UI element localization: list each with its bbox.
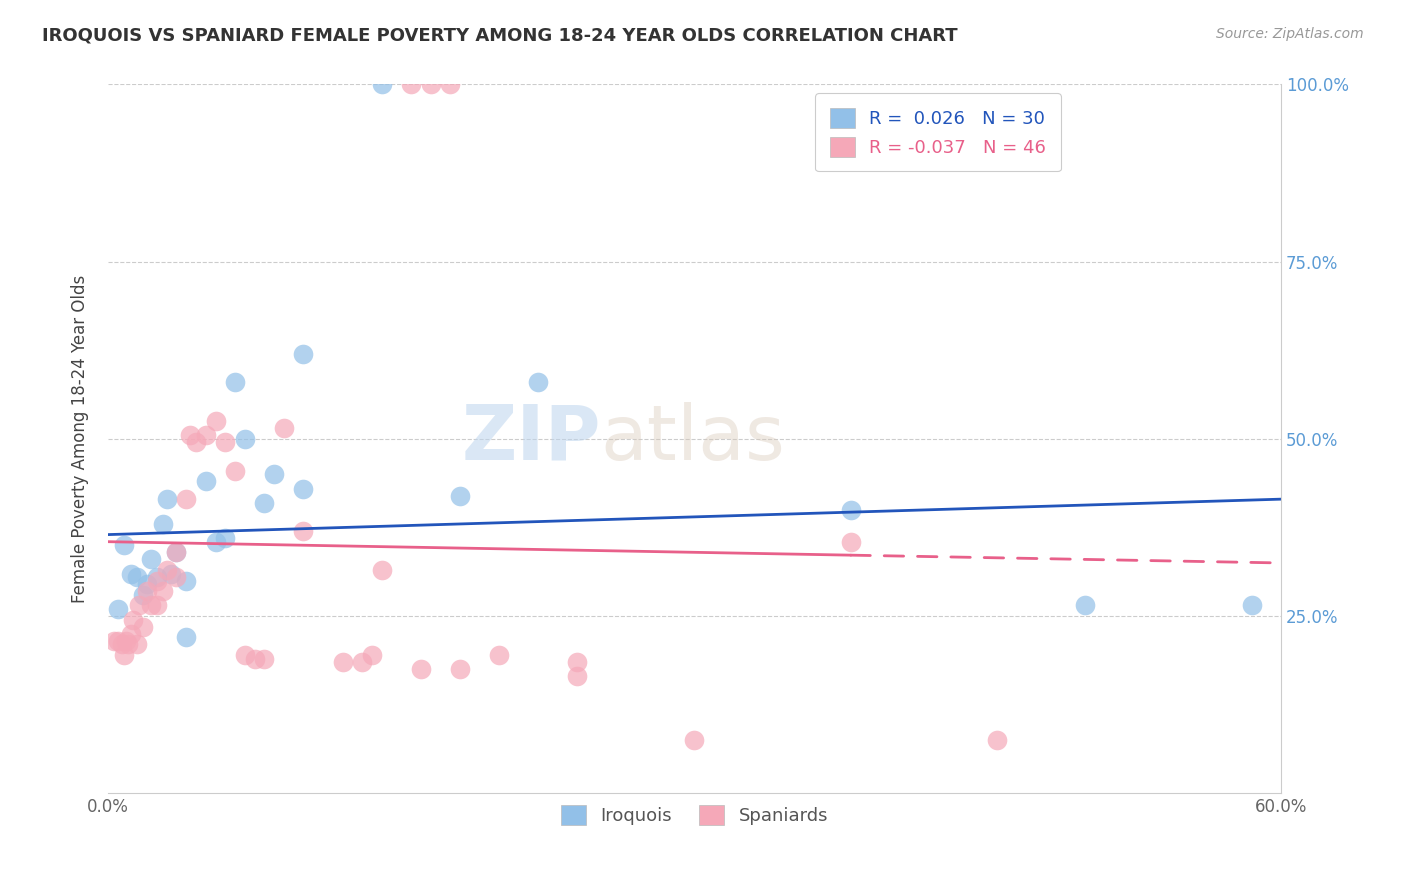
Point — [152, 516, 174, 531]
Point — [439, 78, 461, 92]
Point — [184, 435, 207, 450]
Point — [449, 662, 471, 676]
Point — [243, 651, 266, 665]
Point — [174, 574, 197, 588]
Point — [128, 599, 150, 613]
Point — [107, 602, 129, 616]
Point — [352, 655, 374, 669]
Point — [156, 563, 179, 577]
Point — [122, 613, 145, 627]
Point — [127, 570, 149, 584]
Point — [233, 432, 256, 446]
Point — [194, 475, 217, 489]
Point — [136, 584, 159, 599]
Point — [146, 570, 169, 584]
Point — [332, 655, 354, 669]
Text: ZIP: ZIP — [461, 402, 600, 476]
Point — [165, 570, 187, 584]
Point — [1074, 599, 1097, 613]
Point — [253, 651, 276, 665]
Point — [159, 566, 181, 581]
Point — [233, 648, 256, 662]
Point — [488, 648, 510, 662]
Point — [986, 733, 1008, 747]
Point — [165, 545, 187, 559]
Point — [146, 574, 169, 588]
Point — [111, 638, 134, 652]
Point — [112, 648, 135, 662]
Point — [107, 634, 129, 648]
Point — [204, 414, 226, 428]
Point — [527, 375, 550, 389]
Point — [120, 566, 142, 581]
Point — [114, 634, 136, 648]
Point — [132, 620, 155, 634]
Point — [224, 464, 246, 478]
Point — [165, 545, 187, 559]
Point — [419, 78, 441, 92]
Point — [683, 733, 706, 747]
Point — [253, 496, 276, 510]
Point — [174, 631, 197, 645]
Point — [273, 421, 295, 435]
Point — [361, 648, 384, 662]
Point — [127, 638, 149, 652]
Point — [214, 531, 236, 545]
Point — [132, 588, 155, 602]
Point — [839, 534, 862, 549]
Point — [449, 489, 471, 503]
Point — [292, 347, 315, 361]
Point — [214, 435, 236, 450]
Point — [152, 584, 174, 599]
Point — [263, 467, 285, 482]
Point — [179, 428, 201, 442]
Point — [194, 428, 217, 442]
Point — [139, 552, 162, 566]
Point — [567, 655, 589, 669]
Point — [112, 538, 135, 552]
Point — [117, 638, 139, 652]
Point — [370, 563, 392, 577]
Point — [1240, 599, 1263, 613]
Point — [146, 599, 169, 613]
Point — [409, 662, 432, 676]
Text: atlas: atlas — [600, 402, 786, 476]
Point — [204, 534, 226, 549]
Point — [292, 482, 315, 496]
Y-axis label: Female Poverty Among 18-24 Year Olds: Female Poverty Among 18-24 Year Olds — [72, 275, 89, 603]
Point — [139, 599, 162, 613]
Point — [839, 503, 862, 517]
Point — [370, 78, 392, 92]
Text: Source: ZipAtlas.com: Source: ZipAtlas.com — [1216, 27, 1364, 41]
Point — [224, 375, 246, 389]
Point — [156, 492, 179, 507]
Point — [103, 634, 125, 648]
Text: IROQUOIS VS SPANIARD FEMALE POVERTY AMONG 18-24 YEAR OLDS CORRELATION CHART: IROQUOIS VS SPANIARD FEMALE POVERTY AMON… — [42, 27, 957, 45]
Point — [120, 627, 142, 641]
Point — [399, 78, 422, 92]
Point — [136, 577, 159, 591]
Point — [292, 524, 315, 538]
Legend: Iroquois, Spaniards: Iroquois, Spaniards — [551, 796, 838, 834]
Point — [174, 492, 197, 507]
Point — [567, 669, 589, 683]
